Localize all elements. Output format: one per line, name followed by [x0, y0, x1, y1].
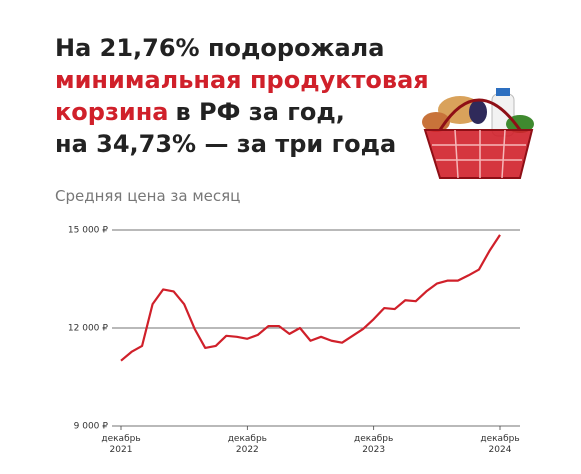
price-line [120, 234, 501, 362]
title-line: на 34,73% — за три года [55, 130, 396, 158]
x-tick-label: декабрь 2024 [480, 434, 520, 455]
x-tick-label: декабрь 2022 [227, 434, 267, 455]
title-segment: корзина [55, 98, 169, 126]
title-line: корзина в РФ за год, [55, 98, 345, 126]
title-segment: На 21,76% подорожала [55, 34, 384, 62]
y-tick-label: 12 000 ₽ [68, 324, 108, 334]
title-line: минимальная продуктовая [55, 66, 429, 94]
basket-illustration [422, 88, 534, 179]
subtitle: Средняя цена за месяц [55, 187, 240, 205]
y-tick-label: 15 000 ₽ [68, 226, 108, 236]
x-tick-label: декабрь 2023 [354, 434, 394, 455]
title-line: На 21,76% подорожала [55, 34, 384, 62]
title-segment: минимальная продуктовая [55, 66, 429, 94]
x-tick-label: декабрь 2021 [101, 434, 141, 455]
title-segment: на 34,73% — за три года [55, 130, 396, 158]
title-segment: в РФ за год, [176, 98, 345, 126]
y-tick-label: 9 000 ₽ [74, 422, 109, 432]
